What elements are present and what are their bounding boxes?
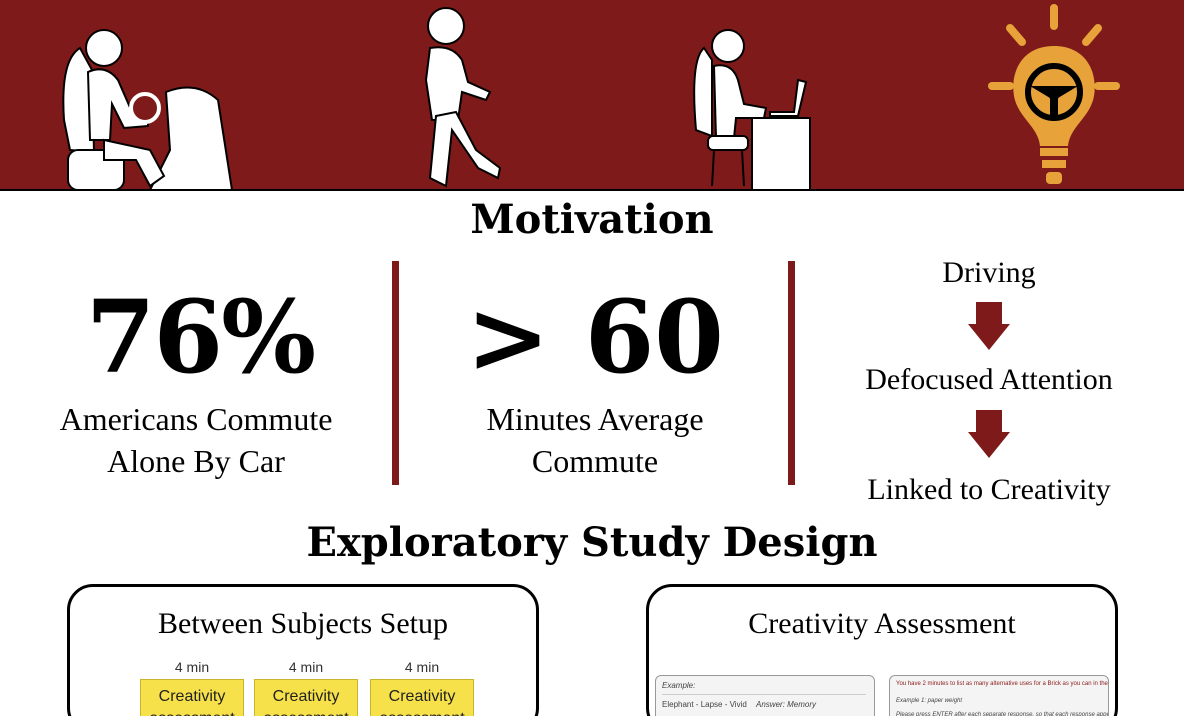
divider-right: [788, 261, 795, 485]
walking-person-icon: [424, 7, 502, 188]
step-sticky-note: Creativity assessment: [140, 679, 244, 716]
banner-illustrations: [62, 4, 1120, 191]
example-label: Example:: [662, 681, 696, 690]
desk-worker-icon: [693, 29, 811, 191]
lightbulb-steering-wheel-icon: [988, 4, 1120, 184]
example-answer: Answer: Memory: [756, 700, 817, 709]
aut-instructions: You have 2 minutes to list as many alter…: [896, 681, 1108, 687]
example-words: Elephant - Lapse - Vivid: [662, 700, 747, 709]
step-time-label: 4 min: [404, 659, 440, 675]
study-design-title: Exploratory Study Design: [306, 519, 878, 566]
step-sticky-note: Creativity assessment: [370, 679, 474, 716]
creativity-assessment-panel: Creativity Assessment Example: Elephant …: [646, 584, 1118, 716]
stat-commute-time-description: Minutes Average Commute: [486, 401, 704, 479]
between-subjects-panel: Between Subjects Setup 4 min Creativity …: [67, 584, 539, 716]
rat-task-screenshot: Example: Elephant - Lapse - Vivid Answer…: [655, 675, 875, 716]
stat-commute-alone-description: Americans Commute Alone By Car: [59, 401, 333, 479]
divider-line: [662, 694, 866, 695]
driver-icon: [62, 29, 234, 191]
flow-step-driving: Driving: [942, 256, 1036, 289]
stat-commute-time-value: > 60: [466, 278, 724, 396]
aut-example-use: Example 1: paper weight: [896, 698, 963, 704]
header-banner: [0, 0, 1184, 191]
between-subjects-title: Between Subjects Setup: [158, 607, 448, 640]
aut-note: Please press ENTER after each separate r…: [896, 712, 1108, 716]
aut-task-screenshot: You have 2 minutes to list as many alter…: [889, 675, 1109, 716]
motivation-title: Motivation: [470, 196, 714, 243]
creativity-assessment-title: Creativity Assessment: [748, 607, 1016, 640]
down-arrow-icon: [968, 302, 1010, 350]
flow-step-linked-to-creativity: Linked to Creativity: [867, 473, 1111, 506]
step-time-label: 4 min: [174, 659, 210, 675]
flow-step-defocused-attention: Defocused Attention: [865, 363, 1113, 396]
step-time-label: 4 min: [288, 659, 324, 675]
down-arrow-icon: [968, 410, 1010, 458]
stat-commute-alone-value: 76%: [85, 278, 316, 396]
divider-left: [392, 261, 399, 485]
step-sticky-note: Creativity assessment: [254, 679, 358, 716]
